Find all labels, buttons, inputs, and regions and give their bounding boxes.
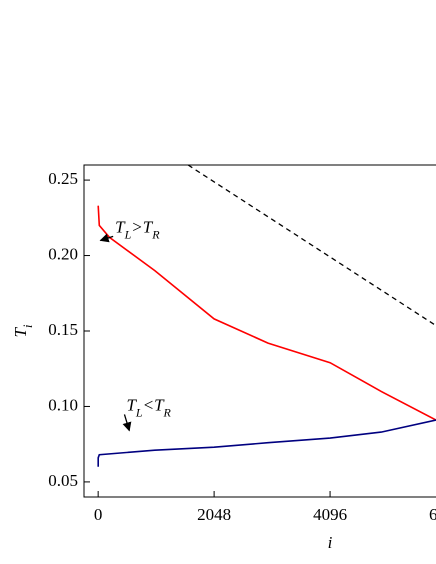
annotation-part: T [126, 395, 137, 414]
x-tick-label: 6144 [429, 505, 436, 524]
annotation: TL<TR [126, 395, 171, 419]
annotation-part: L [124, 227, 132, 241]
y-axis-label: Ti [11, 324, 36, 337]
line [187, 164, 436, 327]
line [97, 205, 436, 421]
y-tick-label: 0.25 [48, 169, 78, 188]
annotation-part: R [163, 405, 172, 419]
plot-frame [83, 164, 436, 498]
annotation: TL>TR [115, 217, 160, 241]
annotation-part: <T [143, 395, 165, 414]
y-tick-label: 0.15 [48, 320, 78, 339]
annotation-part: T [115, 217, 126, 236]
annotation-part: >T [131, 217, 153, 236]
annotation-part: L [135, 405, 143, 419]
y-axis-label-part: T [11, 327, 30, 338]
x-tick-label: 0 [94, 505, 103, 524]
annotation-part: R [151, 227, 160, 241]
annotation-arrow [122, 414, 132, 432]
y-tick-label: 0.20 [48, 244, 78, 263]
line [97, 419, 436, 467]
annotation-arrow [99, 233, 114, 243]
x-tick-label: 4096 [313, 505, 347, 524]
y-axis-label-part: i [20, 324, 35, 328]
x-axis-label: i [328, 533, 333, 552]
y-tick-label: 0.05 [48, 471, 78, 490]
x-tick-label: 2048 [197, 505, 231, 524]
y-tick-label: 0.10 [48, 395, 78, 414]
